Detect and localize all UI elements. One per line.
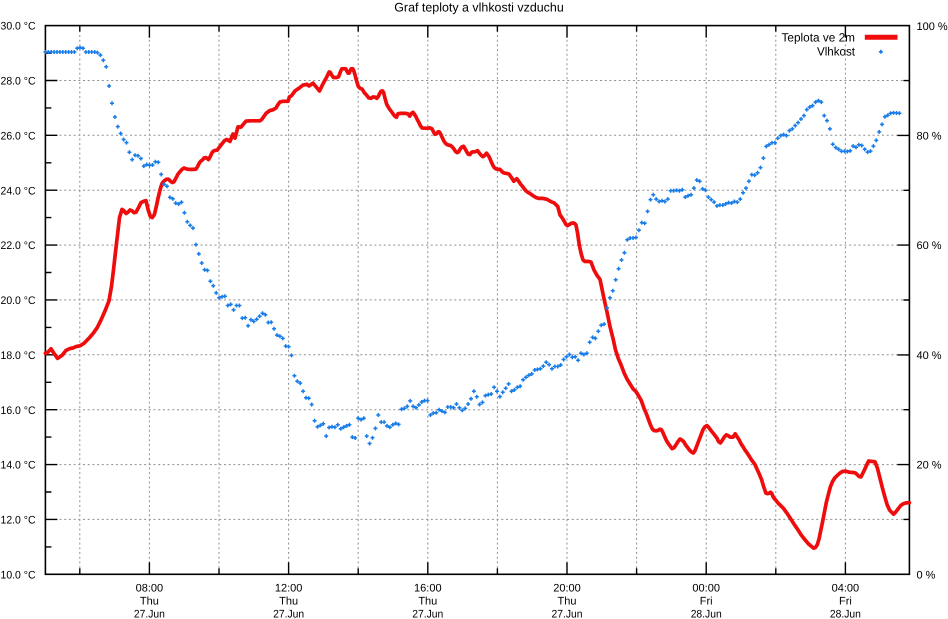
svg-text:20 %: 20 % — [917, 460, 942, 472]
svg-text:24.0 °C: 24.0 °C — [1, 185, 36, 197]
svg-text:Thu: Thu — [140, 595, 159, 607]
svg-text:60 %: 60 % — [917, 240, 942, 252]
svg-text:28.0 °C: 28.0 °C — [1, 76, 36, 88]
svg-text:Graf teploty a vlhkosti vzduch: Graf teploty a vlhkosti vzduchu — [394, 1, 564, 15]
svg-text:28.Jun: 28.Jun — [830, 608, 861, 619]
svg-text:Fri: Fri — [700, 595, 713, 607]
svg-text:28.Jun: 28.Jun — [691, 608, 722, 619]
svg-text:20.0 °C: 20.0 °C — [1, 295, 36, 307]
svg-text:Fri: Fri — [839, 595, 852, 607]
svg-text:Thu: Thu — [558, 595, 577, 607]
svg-text:40 %: 40 % — [917, 350, 942, 362]
svg-text:0 %: 0 % — [917, 569, 936, 581]
svg-text:27.Jun: 27.Jun — [134, 608, 165, 619]
svg-text:Thu: Thu — [418, 595, 437, 607]
svg-text:26.0 °C: 26.0 °C — [1, 130, 36, 142]
svg-text:18.0 °C: 18.0 °C — [1, 350, 36, 362]
svg-text:27.Jun: 27.Jun — [412, 608, 443, 619]
svg-text:00:00: 00:00 — [692, 582, 720, 594]
svg-text:08:00: 08:00 — [136, 582, 164, 594]
svg-text:14.0 °C: 14.0 °C — [1, 460, 36, 472]
svg-text:10.0 °C: 10.0 °C — [1, 569, 36, 581]
svg-text:27.Jun: 27.Jun — [273, 608, 304, 619]
svg-text:16:00: 16:00 — [414, 582, 442, 594]
svg-text:12.0 °C: 12.0 °C — [1, 515, 36, 527]
svg-text:20:00: 20:00 — [553, 582, 581, 594]
svg-text:12:00: 12:00 — [275, 582, 303, 594]
svg-text:Thu: Thu — [279, 595, 298, 607]
svg-text:27.Jun: 27.Jun — [552, 608, 583, 619]
svg-text:22.0 °C: 22.0 °C — [1, 240, 36, 252]
svg-text:100 %: 100 % — [917, 21, 948, 33]
svg-text:Teplota ve 2m: Teplota ve 2m — [782, 31, 856, 45]
svg-text:16.0 °C: 16.0 °C — [1, 405, 36, 417]
svg-text:Vlhkost: Vlhkost — [817, 45, 856, 59]
svg-text:30.0 °C: 30.0 °C — [1, 21, 36, 33]
svg-text:04:00: 04:00 — [832, 582, 860, 594]
svg-text:80 %: 80 % — [917, 131, 942, 143]
